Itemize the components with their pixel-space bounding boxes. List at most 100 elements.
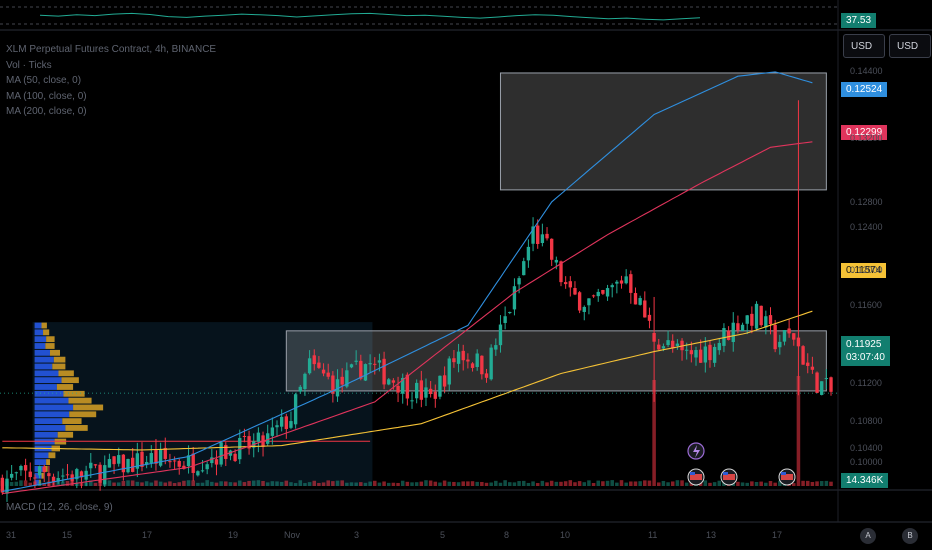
volume-bar — [19, 480, 23, 486]
volume-bar — [149, 482, 154, 486]
volume-bar — [191, 480, 195, 486]
candle-body — [158, 449, 163, 466]
ma200-line — [2, 310, 813, 451]
candle-body — [149, 453, 153, 464]
candle-body — [363, 364, 368, 381]
volume-profile-bar-down — [43, 329, 50, 336]
candle-body — [442, 375, 447, 387]
candle-body — [345, 370, 349, 387]
volume-profile-bar-up — [34, 349, 50, 356]
candle-body — [754, 303, 759, 329]
volume-bar — [489, 482, 493, 486]
volume-bar — [824, 480, 829, 486]
volume-bar — [42, 482, 46, 486]
candle-body — [526, 246, 531, 261]
volume-bar — [526, 482, 531, 486]
candle-body — [391, 380, 396, 383]
volume-bar — [805, 480, 810, 486]
candle-body — [112, 456, 116, 465]
price-axis-tick: 0.12000 — [850, 265, 883, 275]
candle-body — [768, 315, 773, 325]
ma50-line — [2, 71, 813, 493]
currency-button-right[interactable]: USD — [889, 34, 931, 58]
volume-bar — [377, 482, 382, 486]
candle-body — [103, 465, 107, 485]
us-flag-event-icon-canton — [690, 472, 695, 475]
volume-bar — [554, 481, 559, 486]
volume-profile-bar-down — [65, 425, 88, 431]
volume-bar — [521, 480, 526, 486]
volume-bar — [317, 482, 321, 486]
candle-body — [219, 442, 223, 465]
volume-bar — [703, 480, 708, 486]
legend-ma50[interactable]: MA (50, close, 0) — [6, 75, 82, 86]
candle-body — [275, 425, 279, 428]
volume-profile-bar-up — [34, 472, 42, 479]
time-axis-tick: 11 — [648, 530, 658, 540]
volume-profile-bar-down — [53, 356, 66, 363]
volume-bar — [596, 480, 601, 486]
candle-body — [5, 478, 9, 494]
volume-profile-bar-up — [34, 370, 59, 377]
candle-body — [806, 362, 810, 366]
legend-ma100[interactable]: MA (100, close, 0) — [6, 90, 87, 102]
candle-body — [191, 453, 195, 473]
macd-legend[interactable]: MACD (12, 26, close, 9) — [6, 502, 113, 513]
candle-body — [717, 342, 721, 351]
volume-bar — [750, 481, 754, 486]
candle-body — [591, 295, 596, 297]
volume-bar — [424, 480, 428, 486]
corner-button-b[interactable]: B — [902, 528, 918, 544]
candle-body — [563, 282, 568, 285]
candle-body — [373, 363, 377, 365]
volume-bar — [684, 482, 689, 486]
candle-body — [657, 344, 661, 350]
volume-profile-bar-down — [68, 397, 92, 404]
candle-body — [703, 346, 707, 363]
volume-bar — [163, 482, 168, 486]
candle-body — [154, 449, 158, 464]
candle-body — [298, 386, 302, 392]
candle-body — [121, 454, 126, 473]
volume-bar — [396, 482, 400, 486]
us-flag-event-icon-band — [723, 474, 735, 480]
candle-body — [433, 391, 437, 399]
candle-body — [661, 346, 666, 349]
volume-bar — [205, 480, 209, 486]
corner-button-a[interactable]: A — [860, 528, 876, 544]
volume-bar — [312, 480, 317, 486]
candle-body — [33, 477, 37, 479]
volume-bar — [768, 481, 773, 486]
candle-body — [689, 350, 694, 355]
volume-bar — [452, 481, 456, 486]
price-axis-tick: 0.11200 — [850, 378, 882, 388]
legend-volume[interactable]: Vol · Ticks — [6, 59, 52, 71]
candle-body — [326, 372, 330, 377]
candle-body — [731, 322, 735, 343]
volume-bar — [601, 481, 605, 486]
volume-profile-bar-down — [44, 466, 48, 472]
oscillator-line — [39, 12, 701, 21]
candle-body — [289, 421, 293, 428]
volume-bar — [214, 482, 219, 486]
legend-ma200[interactable]: MA (200, close, 0) — [6, 106, 87, 117]
candle-body — [168, 461, 172, 463]
volume-bar — [675, 480, 680, 486]
volume-bar — [433, 481, 438, 486]
volume-bar — [251, 480, 256, 486]
volume-bar — [144, 481, 149, 486]
currency-button-left[interactable]: USD — [843, 34, 885, 58]
volume-bar — [438, 482, 442, 486]
candle-body — [647, 314, 652, 321]
legend-symbol[interactable]: XLM Perpetual Futures Contract, 4h, BINA… — [6, 44, 217, 55]
candle-body — [694, 350, 698, 358]
volume-bar — [37, 481, 42, 486]
candle-body — [712, 346, 717, 363]
volume-bar — [382, 481, 386, 486]
volume-bar — [359, 482, 363, 486]
volume-bar — [661, 480, 666, 486]
volume-bar — [819, 481, 824, 486]
candle-body — [726, 330, 731, 340]
volume-bar — [228, 482, 233, 486]
